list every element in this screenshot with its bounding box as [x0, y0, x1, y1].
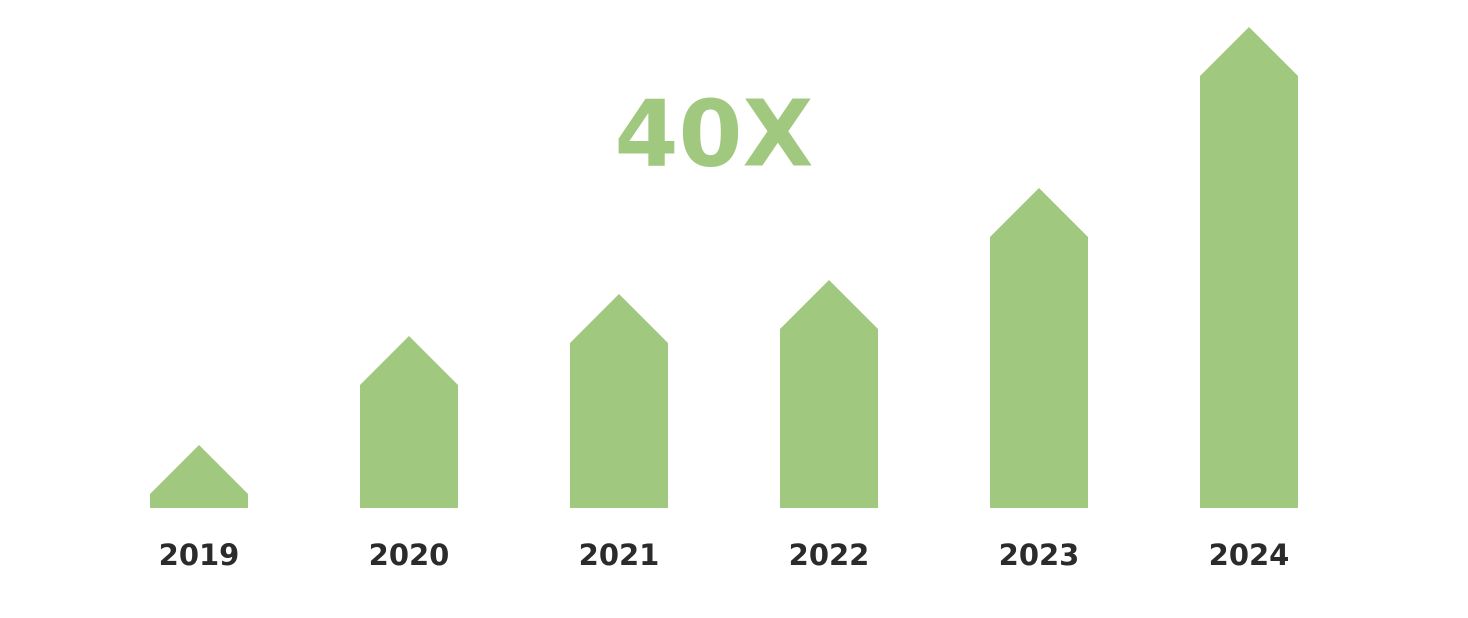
- x-tick-label: 2020: [369, 538, 450, 572]
- arrow-bar: [570, 294, 668, 508]
- x-tick-label: 2021: [579, 538, 660, 572]
- arrow-bar: [360, 336, 458, 508]
- x-tick-label: 2023: [999, 538, 1080, 572]
- chart-title: 40X: [615, 80, 814, 187]
- arrow-bar: [990, 188, 1088, 508]
- arrow-bar: [780, 280, 878, 508]
- x-tick-label: 2019: [159, 538, 240, 572]
- x-tick-label: 2024: [1209, 538, 1290, 572]
- arrow-bar: [150, 445, 248, 508]
- arrow-bar: [1200, 27, 1298, 508]
- x-tick-label: 2022: [789, 538, 870, 572]
